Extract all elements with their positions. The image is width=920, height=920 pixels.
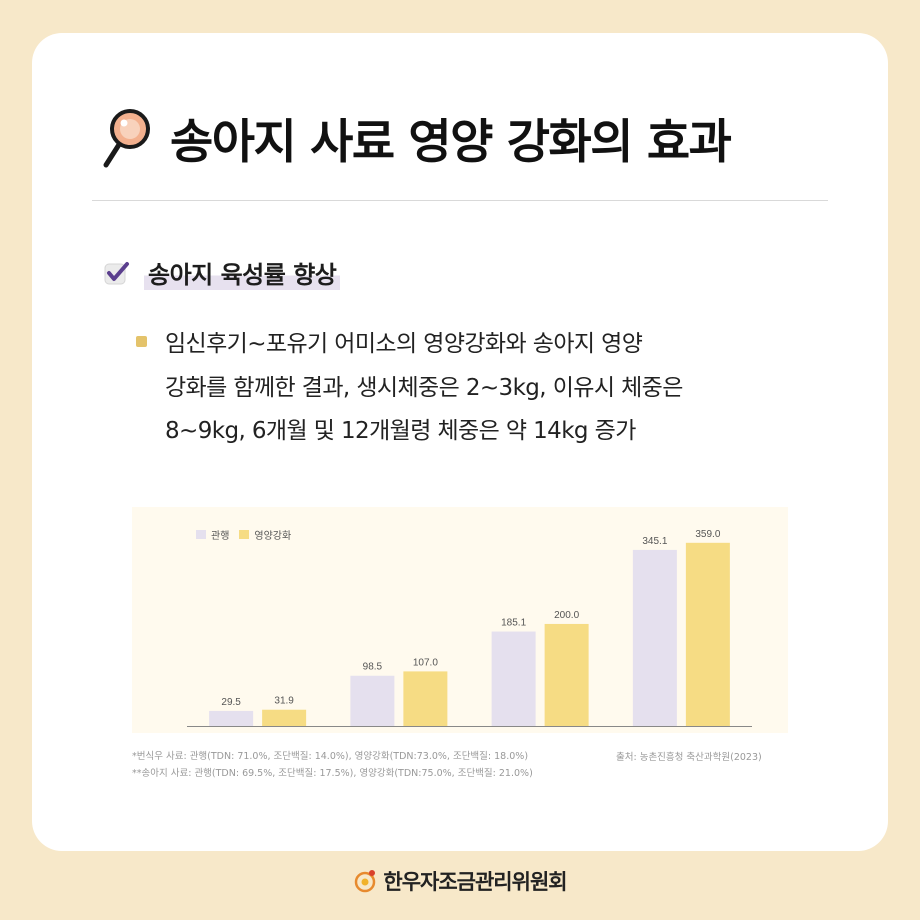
- bullet-item: 임신후기~포유기 어미소의 영양강화와 송아지 영양 강화를 함께한 결과, 생…: [136, 323, 683, 454]
- footer: 한우자조금관리위원회: [0, 866, 920, 896]
- bar-enhanced: [403, 671, 448, 726]
- magnifier-icon: [103, 108, 150, 167]
- page-title: 송아지 사료 영양 강화의 효과: [170, 115, 732, 170]
- data-label: 345.1: [642, 536, 667, 547]
- legend-label: 관행: [211, 531, 230, 542]
- legend-swatch-enhanced: [239, 530, 250, 539]
- section-title: 송아지 육성률 향상: [144, 255, 341, 290]
- chart-legend: 관행 영양강화: [196, 527, 301, 542]
- data-label: 359.0: [695, 529, 720, 540]
- bar-conventional: [350, 675, 395, 726]
- legend-swatch-conventional: [196, 530, 206, 539]
- bullet-line: 8~9kg, 6개월 및 12개월령 체중은 약 14kg 증가: [165, 418, 636, 445]
- data-label: 31.9: [274, 696, 294, 707]
- content-card: 송아지 사료 영양 강화의 효과 송아지 육성률 향상 임신후기~포유기 어미소…: [32, 33, 888, 851]
- source-note: 출처: 농촌진흥청 축산과학원(2023): [616, 752, 762, 763]
- footnotes: *번식우 사료: 관행(TDN: 71.0%, 조단백질: 14.0%), 영양…: [132, 749, 533, 782]
- footer-org-name: 한우자조금관리위원회: [383, 870, 567, 894]
- bar-enhanced: [262, 709, 307, 726]
- footnote: *번식우 사료: 관행(TDN: 71.0%, 조단백질: 14.0%), 영양…: [132, 751, 529, 762]
- bar-conventional: [632, 549, 677, 726]
- data-label: 29.5: [221, 697, 241, 708]
- data-label: 107.0: [413, 657, 438, 668]
- bullet-line: 강화를 함께한 결과, 생시체중은 2~3kg, 이유시 체중은: [165, 374, 683, 401]
- bullet-icon: [136, 336, 147, 347]
- bar-conventional: [209, 710, 254, 726]
- bullet-text: 임신후기~포유기 어미소의 영양강화와 송아지 영양 강화를 함께한 결과, 생…: [165, 323, 683, 454]
- divider: [92, 200, 828, 201]
- data-label: 185.1: [501, 618, 526, 629]
- checkbox-icon: [104, 261, 129, 284]
- bullet-line: 임신후기~포유기 어미소의 영양강화와 송아지 영양: [165, 331, 643, 357]
- legend-item: 관행: [196, 527, 229, 542]
- legend-label: 영양강화: [254, 531, 292, 542]
- footnote: **송아지 사료: 관행(TDN: 69.5%, 조단백질: 17.5%), 영…: [132, 767, 533, 779]
- section-header: 송아지 육성률 향상: [104, 255, 341, 290]
- bar-enhanced: [544, 623, 589, 726]
- legend-item: 영양강화: [239, 527, 291, 542]
- data-label: 200.0: [554, 610, 579, 621]
- logo-icon: [355, 870, 376, 893]
- title-row: 송아지 사료 영양 강화의 효과: [102, 103, 732, 172]
- data-label: 98.5: [363, 662, 383, 673]
- bar-enhanced: [685, 542, 730, 726]
- bar-conventional: [491, 631, 536, 726]
